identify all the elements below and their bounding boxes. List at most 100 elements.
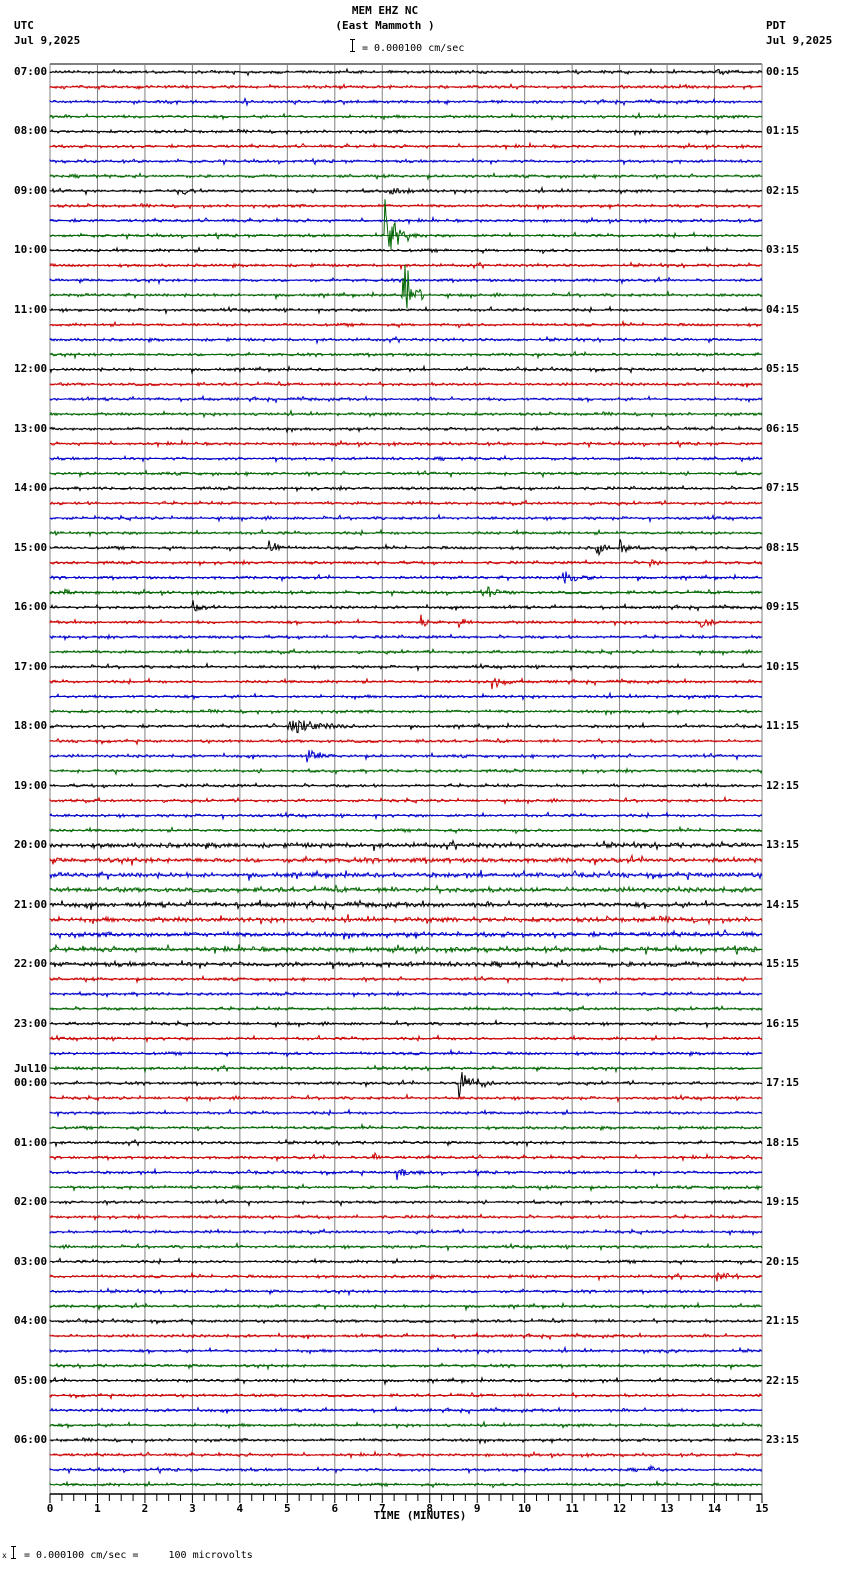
utc-hour-label: 19:00 <box>14 778 48 792</box>
x-tick-label: 4 <box>237 1502 244 1515</box>
seismic-trace <box>49 853 763 866</box>
footer-scale-text: = 0.000100 cm/sec = 100 microvolts <box>24 1550 253 1561</box>
pdt-hour-label: 17:15 <box>766 1076 800 1090</box>
station-title: MEM EHZ NC <box>351 4 419 17</box>
x-tick-label: 11 <box>566 1502 580 1515</box>
utc-hour-label: 18:00 <box>14 719 48 733</box>
utc-hour-label: 06:00 <box>14 1433 48 1447</box>
pdt-hour-label: 12:15 <box>766 778 800 792</box>
seismic-trace <box>49 202 763 211</box>
x-tick-label: 7 <box>379 1502 386 1515</box>
seismic-trace <box>49 990 763 999</box>
seismic-trace <box>49 1018 763 1029</box>
x-tick-label: 15 <box>755 1502 768 1515</box>
seismic-trace <box>49 884 763 895</box>
x-tick-label: 5 <box>284 1502 291 1515</box>
x-tick-label: 12 <box>613 1502 626 1515</box>
seismic-trace <box>49 928 763 940</box>
pdt-hour-label: 08:15 <box>766 540 800 554</box>
right-timezone: PDT <box>766 19 786 32</box>
seismic-trace <box>49 1072 763 1099</box>
x-tick-label: 14 <box>708 1502 722 1515</box>
utc-hour-label: 08:00 <box>14 124 48 138</box>
pdt-hour-label: 23:15 <box>766 1433 800 1447</box>
utc-hour-label: 09:00 <box>14 183 48 197</box>
utc-hour-label: 22:00 <box>14 957 48 971</box>
seismic-trace <box>49 647 763 657</box>
utc-hour-label: 11:00 <box>14 302 48 316</box>
footer-scale-bar-icon <box>11 1546 19 1559</box>
x-axis-label: TIME (MINUTES) <box>373 1509 467 1522</box>
seismic-trace <box>49 1167 763 1181</box>
utc-hour-label: 07:00 <box>14 65 48 78</box>
utc-hour-label: 10:00 <box>14 243 48 257</box>
x-tick-label: 8 <box>426 1502 433 1515</box>
seismic-trace <box>49 1198 763 1208</box>
pdt-hour-label: 07:15 <box>766 481 800 495</box>
seismic-trace <box>49 558 763 569</box>
utc-hour-label: 02:00 <box>14 1195 48 1209</box>
seismic-trace <box>49 539 763 557</box>
pdt-hour-label: 09:15 <box>766 600 800 614</box>
pdt-hour-label: 02:15 <box>766 183 800 197</box>
left-timezone: UTC <box>14 19 34 32</box>
seismic-trace <box>49 677 763 690</box>
seismic-trace <box>49 1151 763 1163</box>
pdt-hour-label: 18:15 <box>766 1135 800 1149</box>
x-tick-label: 9 <box>474 1502 481 1515</box>
utc-hour-label: 12:00 <box>14 362 48 376</box>
seismic-trace <box>49 264 763 309</box>
pdt-hour-label: 05:15 <box>766 362 800 376</box>
seismic-trace <box>49 614 763 628</box>
pdt-hour-label: 03:15 <box>766 243 800 257</box>
seismic-trace <box>49 199 763 250</box>
pdt-hour-label: 00:15 <box>766 65 800 78</box>
utc-hour-label: 16:00 <box>14 600 48 614</box>
seismic-trace <box>49 1271 762 1282</box>
pdt-hour-label: 13:15 <box>766 838 800 852</box>
seismic-trace <box>49 943 763 956</box>
scale-text: = 0.000100 cm/sec <box>362 43 465 54</box>
date-change-label: Jul10 <box>14 1062 48 1076</box>
utc-hour-label: 21:00 <box>14 897 48 911</box>
pdt-hour-label: 20:15 <box>766 1254 800 1268</box>
seismic-trace <box>49 600 763 612</box>
utc-hour-label: 20:00 <box>14 838 48 852</box>
seismic-trace <box>49 1436 763 1445</box>
pdt-hour-label: 14:15 <box>766 897 800 911</box>
scale-bar-icon <box>350 39 358 52</box>
seismic-trace <box>49 708 763 717</box>
pdt-hour-label: 15:15 <box>766 957 800 971</box>
right-date: Jul 9,2025 <box>766 34 833 47</box>
pdt-hour-label: 04:15 <box>766 302 800 316</box>
footer-scale-prefix: x <box>2 1551 7 1560</box>
seismic-trace <box>49 838 763 851</box>
pdt-hour-label: 21:15 <box>766 1314 800 1328</box>
x-tick-label: 3 <box>189 1502 196 1515</box>
x-tick-label: 6 <box>331 1502 338 1515</box>
seismic-trace <box>49 171 763 182</box>
utc-hour-label: 14:00 <box>14 481 48 495</box>
pdt-hour-label: 19:15 <box>766 1195 800 1209</box>
utc-hour-label: 13:00 <box>14 421 48 435</box>
seismic-trace <box>49 825 763 835</box>
utc-hour-label: 04:00 <box>14 1314 48 1328</box>
seismic-trace <box>49 586 762 598</box>
pdt-hour-label: 11:15 <box>766 719 800 733</box>
seismic-trace <box>49 157 763 167</box>
station-location: (East Mammoth ) <box>335 19 435 32</box>
pdt-hour-label: 10:15 <box>766 659 800 673</box>
utc-hour-label: 01:00 <box>14 1135 48 1149</box>
utc-hour-label: 05:00 <box>14 1373 48 1387</box>
x-tick-label: 13 <box>660 1502 673 1515</box>
seismic-trace <box>49 914 763 926</box>
x-tick-label: 10 <box>518 1502 531 1515</box>
x-tick-label: 2 <box>142 1502 149 1515</box>
pdt-hour-label: 06:15 <box>766 421 800 435</box>
utc-hour-label: 15:00 <box>14 540 48 554</box>
utc-hour-label: 23:00 <box>14 1016 48 1030</box>
x-tick-label: 1 <box>94 1502 101 1515</box>
seismic-trace <box>49 128 762 137</box>
utc-hour-label: 00:00 <box>14 1076 48 1090</box>
